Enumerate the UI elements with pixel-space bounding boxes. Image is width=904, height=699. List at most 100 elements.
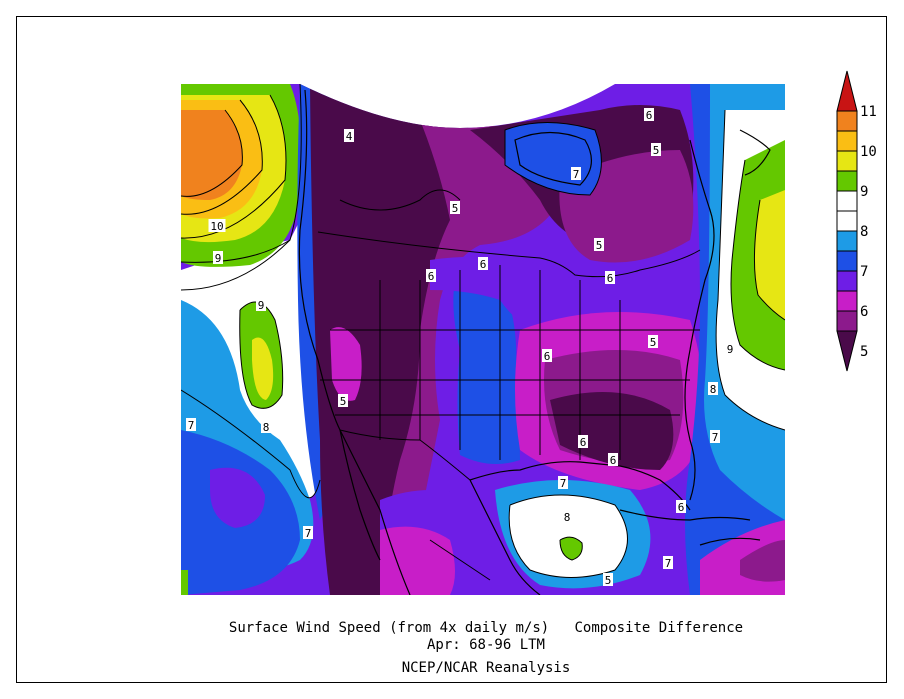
svg-text:7: 7 (188, 419, 195, 432)
colorbar-label: 8 (860, 224, 868, 240)
pacific-purple (210, 467, 265, 528)
offshore-yellow (252, 337, 274, 400)
svg-text:5: 5 (596, 239, 603, 252)
gulf-white (509, 495, 628, 578)
contour-label: 6 (644, 108, 654, 122)
contour-label: 7 (571, 167, 581, 181)
contour-labels: 4 5 5 5 5 5 5 6 6 6 6 6 6 6 6 7 7 7 7 7 7 8 8 8 9 9 9 10 (186, 108, 735, 587)
svg-text:5: 5 (653, 144, 660, 157)
contour-label: 6 (578, 435, 588, 449)
colorbar-box (836, 190, 858, 212)
contour-label: 5 (450, 201, 460, 215)
svg-text:6: 6 (544, 350, 551, 363)
colorbar-bottom-arrow (836, 330, 858, 372)
plains-blue (453, 274, 520, 464)
colorbar-box (836, 150, 858, 172)
gulf-green (560, 537, 583, 560)
colorbar-label: 9 (860, 184, 868, 200)
svg-text:6: 6 (646, 109, 653, 122)
svg-text:6: 6 (607, 272, 614, 285)
wind-field (181, 84, 785, 595)
contour-label: 6 (608, 453, 618, 467)
contour-label: 7 (186, 418, 196, 432)
colorbar-label: 7 (860, 264, 868, 280)
contour-label: 5 (594, 238, 604, 252)
colorbar-box (836, 250, 858, 272)
plains-purple (430, 256, 580, 340)
colorbar-box (836, 310, 858, 332)
colorbar-label: 11 (860, 104, 877, 120)
svg-text:6: 6 (480, 258, 487, 271)
svg-text:10: 10 (210, 220, 223, 233)
contour-label: 7 (710, 430, 720, 444)
colorbar-label: 6 (860, 304, 868, 320)
contour-label: 9 (213, 251, 223, 265)
colorbar-label: 5 (860, 344, 868, 360)
atlantic-yellow (754, 190, 785, 320)
contour-label: 7 (663, 556, 673, 570)
southwest-5 (330, 327, 362, 401)
svg-text:7: 7 (560, 477, 567, 490)
interior-lt5 (310, 84, 480, 595)
contour-label: 7 (303, 526, 313, 540)
colorbar-box (836, 230, 858, 252)
svg-text:7: 7 (305, 527, 312, 540)
contour-label: 8 (562, 510, 572, 524)
svg-text:5: 5 (340, 395, 347, 408)
contour-label: 6 (542, 349, 552, 363)
contour-label: 8 (261, 420, 271, 434)
colorbar-boxes (836, 70, 858, 372)
sw-corner-green (181, 570, 188, 595)
svg-text:8: 8 (263, 421, 270, 434)
colorbar-box (836, 290, 858, 312)
colorbar-box (836, 210, 858, 232)
colorbar-label: 10 (860, 144, 877, 160)
svg-text:6: 6 (428, 270, 435, 283)
svg-text:7: 7 (665, 557, 672, 570)
svg-text:6: 6 (580, 436, 587, 449)
contour-label: 5 (651, 143, 661, 157)
contour-label: 5 (603, 573, 613, 587)
contour-label: 4 (344, 129, 354, 143)
colorbar-top-arrow (836, 70, 858, 112)
svg-text:8: 8 (710, 383, 717, 396)
carib-dark (740, 540, 785, 582)
contour-label: 10 (208, 219, 226, 233)
svg-text:9: 9 (258, 299, 265, 312)
colorbar-box (836, 110, 858, 132)
contour-label: 6 (478, 257, 488, 271)
caption-period: Apr: 68-96 LTM (426, 637, 545, 653)
svg-text:8: 8 (564, 511, 571, 524)
se-lt5 (550, 392, 674, 470)
contour-label: 6 (426, 269, 436, 283)
contour-label: 8 (708, 382, 718, 396)
contour-label: 5 (338, 394, 348, 408)
svg-text:6: 6 (610, 454, 617, 467)
contour-lines (181, 84, 785, 578)
coastlines (298, 89, 771, 595)
svg-text:5: 5 (650, 336, 657, 349)
contour-label: 9 (256, 298, 266, 312)
contour-label: 6 (605, 271, 615, 285)
interior-5 (380, 120, 560, 595)
nw-orange (181, 110, 243, 200)
svg-text:4: 4 (346, 130, 353, 143)
svg-text:6: 6 (678, 501, 685, 514)
svg-text:5: 5 (605, 574, 612, 587)
caption-title: Surface Wind Speed (from 4x daily m/s) C… (228, 620, 744, 636)
contour-label: 9 (725, 342, 735, 356)
colorbar-box (836, 130, 858, 152)
contour-label: 7 (558, 476, 568, 490)
svg-text:7: 7 (573, 168, 580, 181)
svg-text:7: 7 (712, 431, 719, 444)
svg-text:9: 9 (215, 252, 222, 265)
caption-source: NCEP/NCAR Reanalysis (401, 660, 571, 676)
colorbar-box (836, 270, 858, 292)
colorbar-labels: 11 10 9 8 7 6 5 (860, 104, 877, 360)
contour-label: 5 (648, 335, 658, 349)
colorbar-box (836, 170, 858, 192)
coast-blue (297, 84, 340, 520)
borders (317, 231, 701, 581)
